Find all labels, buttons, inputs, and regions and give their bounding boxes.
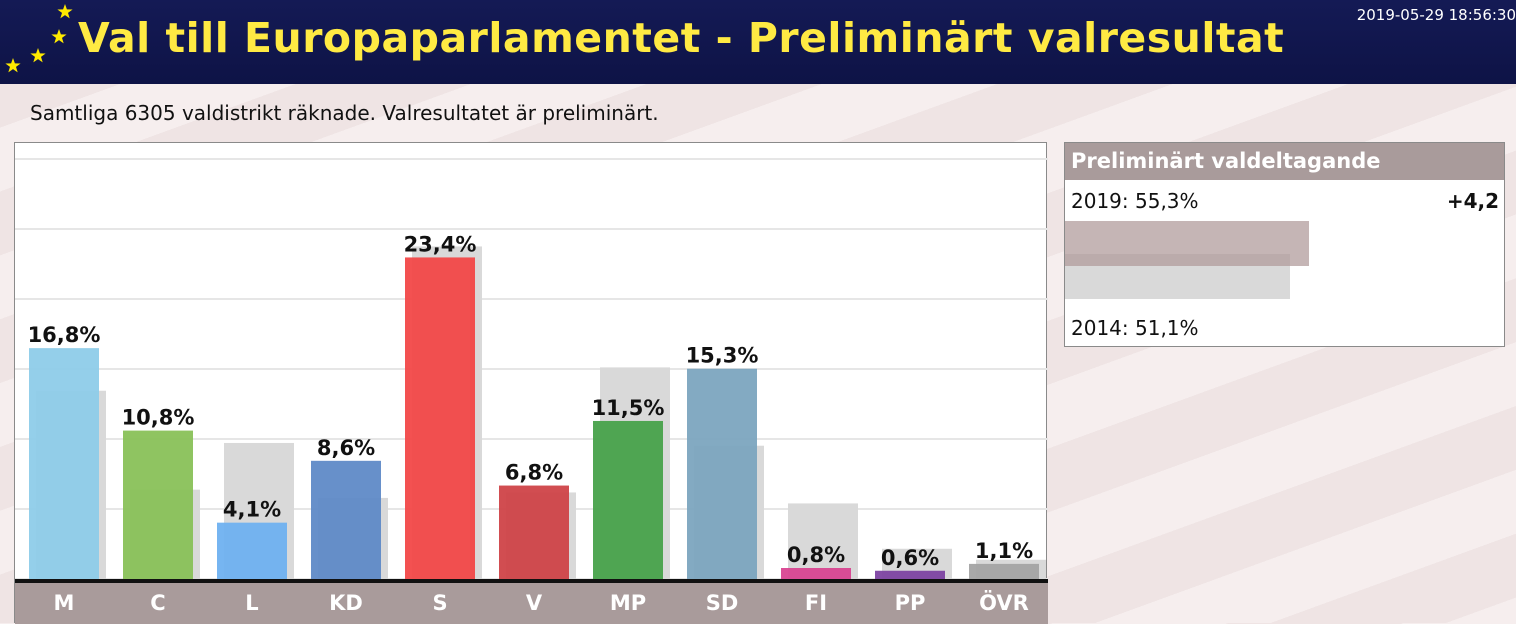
category-axis: M C L KD S V MP SD FI PP ÖVR [15, 583, 1048, 624]
category-label-l: L [245, 591, 259, 615]
category-label-övr: ÖVR [979, 591, 1029, 615]
value-label-c: 10,8% [122, 406, 195, 430]
turnout-title: Preliminärt valdeltagande [1065, 143, 1504, 180]
value-label-v: 6,8% [505, 461, 563, 485]
category-label-fi: FI [804, 591, 828, 615]
value-label-övr: 1,1% [975, 539, 1033, 563]
category-label-m: M [53, 591, 75, 615]
value-label-m: 16,8% [28, 323, 101, 347]
result-bar-m[interactable] [29, 348, 99, 579]
result-bar-l[interactable] [217, 522, 287, 579]
result-bar-pp[interactable] [875, 570, 945, 579]
results-chart: 16,8% 10,8% 4,1% 8,6% 23,4% 6,8% 11,5% 15,3% 0,8… [14, 142, 1048, 624]
status-text: Samtliga 6305 valdistrikt räknade. Valre… [30, 101, 659, 125]
result-bar-v[interactable] [499, 485, 569, 579]
category-label-pp: PP [894, 591, 926, 615]
category-label-s: S [432, 591, 448, 615]
result-bar-c[interactable] [123, 430, 193, 579]
turnout-panel: Preliminärt valdeltagande 2019: 55,3% +4… [1064, 142, 1505, 347]
value-label-l: 4,1% [223, 498, 281, 522]
eu-stars-icon [5, 4, 73, 73]
timestamp: 2019-05-29 18:56:30 [1356, 6, 1516, 24]
value-label-fi: 0,8% [787, 543, 845, 567]
result-bar-kd[interactable] [311, 460, 381, 579]
previous-result-bar-fi [788, 503, 858, 579]
result-bar-sd[interactable] [687, 368, 757, 579]
value-label-mp: 11,5% [592, 396, 665, 420]
turnout-difference: +4,2 [1446, 189, 1499, 213]
turnout-current-label: 2019: 55,3% [1071, 189, 1199, 213]
turnout-current-bar [1065, 221, 1309, 266]
chart-baseline [15, 579, 1048, 583]
value-label-s: 23,4% [404, 232, 477, 256]
page-title: Val till Europaparlamentet - Preliminärt… [78, 14, 1285, 62]
value-label-pp: 0,6% [881, 546, 939, 570]
category-label-c: C [150, 591, 166, 615]
category-label-mp: MP [609, 591, 647, 615]
value-label-kd: 8,6% [317, 436, 375, 460]
category-label-v: V [525, 591, 543, 615]
header-banner: Val till Europaparlamentet - Preliminärt… [0, 0, 1516, 84]
category-label-kd: KD [329, 591, 363, 615]
turnout-previous-label: 2014: 51,1% [1071, 316, 1199, 340]
result-bar-övr[interactable] [969, 563, 1039, 579]
results-chart-svg: 16,8% 10,8% 4,1% 8,6% 23,4% 6,8% 11,5% 15,3% 0,8… [15, 158, 1048, 583]
category-label-sd: SD [705, 591, 739, 615]
result-bar-fi[interactable] [781, 568, 851, 579]
result-bar-s[interactable] [405, 257, 475, 579]
value-label-sd: 15,3% [686, 344, 759, 368]
result-bar-mp[interactable] [593, 420, 663, 579]
